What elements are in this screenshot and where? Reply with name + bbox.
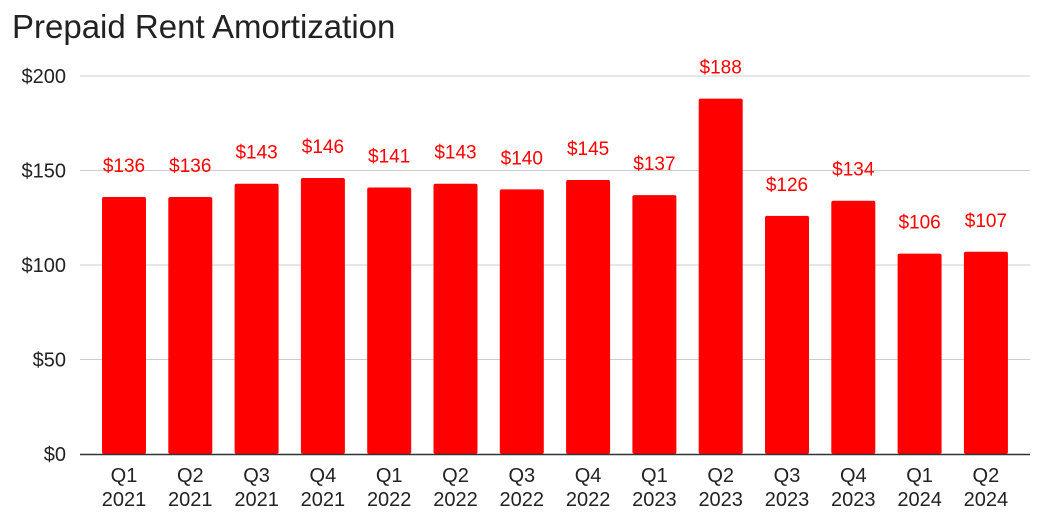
x-tick-label-year: 2022	[367, 489, 412, 511]
data-label: $140	[501, 148, 543, 169]
data-label: $143	[235, 143, 277, 164]
data-label: $136	[103, 156, 145, 177]
data-label: $145	[567, 139, 609, 160]
x-tick-label-quarter: Q1	[111, 465, 138, 487]
y-tick-label: $0	[44, 444, 66, 466]
bar	[698, 98, 743, 455]
bars	[102, 98, 1008, 455]
x-tick-label-quarter: Q3	[774, 465, 801, 487]
bar	[831, 200, 876, 454]
x-axis-ticks: Q12021Q22021Q32021Q42021Q12022Q22022Q320…	[102, 465, 1008, 511]
bar	[566, 179, 611, 454]
bar	[168, 196, 213, 454]
x-tick-label-year: 2022	[566, 489, 611, 511]
x-tick-label-quarter: Q2	[707, 465, 734, 487]
data-label: $141	[368, 147, 410, 168]
x-tick-label-quarter: Q3	[508, 465, 535, 487]
x-tick-label-year: 2023	[765, 489, 810, 511]
x-tick-label-year: 2021	[301, 489, 346, 511]
x-tick-label-quarter: Q2	[177, 465, 204, 487]
y-axis-ticks: $0 $50 $100 $150 $200	[22, 66, 67, 466]
y-tick-label: $100	[22, 255, 67, 277]
x-tick-label-quarter: Q1	[376, 465, 403, 487]
data-label: $134	[832, 160, 875, 181]
data-label: $126	[766, 175, 808, 196]
x-tick-label-quarter: Q1	[641, 465, 668, 487]
x-tick-label-quarter: Q4	[840, 465, 867, 487]
data-label: $136	[169, 156, 211, 177]
x-tick-label-year: 2022	[433, 489, 478, 511]
y-tick-label: $200	[22, 66, 67, 88]
data-labels: $136 $136 $143 $146 $141 $143 $140 $145 $137 $188…	[103, 58, 1007, 234]
x-tick-label-quarter: Q1	[906, 465, 933, 487]
gridlines	[80, 75, 1030, 360]
x-tick-label-year: 2023	[632, 489, 677, 511]
x-tick-label-year: 2023	[698, 489, 743, 511]
data-label: $106	[898, 213, 940, 234]
bar	[963, 251, 1008, 454]
x-tick-label-year: 2024	[897, 489, 942, 511]
x-tick-label-quarter: Q4	[310, 465, 337, 487]
data-label: $107	[965, 211, 1007, 232]
x-tick-label-quarter: Q2	[442, 465, 469, 487]
y-tick-label: $50	[33, 350, 66, 372]
bar	[300, 178, 345, 454]
x-tick-label-quarter: Q3	[243, 465, 270, 487]
x-tick-label-year: 2023	[831, 489, 876, 511]
data-label: $143	[434, 143, 476, 164]
bar	[102, 196, 146, 454]
data-label: $188	[700, 58, 742, 79]
x-tick-label-quarter: Q4	[575, 465, 602, 487]
bar	[433, 183, 478, 455]
bar	[897, 253, 942, 454]
y-tick-label: $150	[22, 161, 67, 183]
bar	[765, 215, 809, 454]
bar	[234, 183, 279, 455]
x-tick-label-year: 2021	[102, 489, 147, 511]
bar	[632, 195, 677, 454]
x-tick-label-year: 2024	[964, 489, 1009, 511]
data-label: $137	[633, 154, 675, 175]
x-tick-label-year: 2021	[234, 489, 279, 511]
x-tick-label-year: 2022	[500, 489, 545, 511]
x-tick-label-quarter: Q2	[973, 465, 1000, 487]
bar	[367, 187, 412, 454]
chart-title: Prepaid Rent Amortization	[12, 8, 396, 45]
bar	[499, 189, 544, 454]
x-tick-label-year: 2021	[168, 489, 213, 511]
data-label: $146	[302, 137, 344, 158]
